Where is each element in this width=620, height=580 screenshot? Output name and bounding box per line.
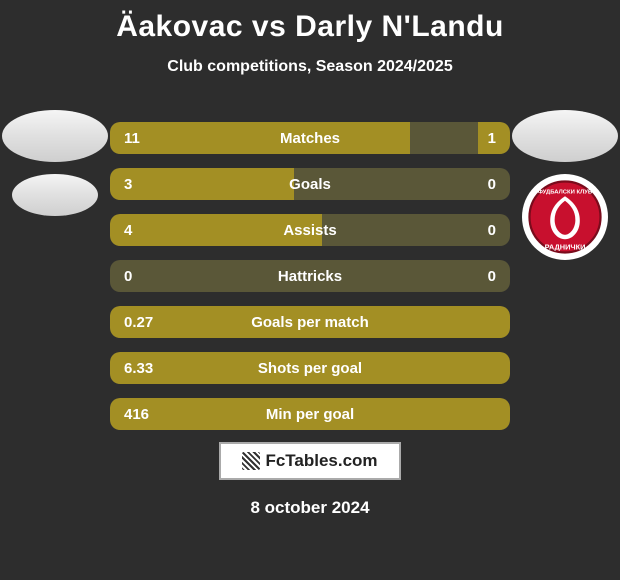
stat-label: Shots per goal <box>258 360 362 377</box>
radnicki-badge-icon: ФУДБАЛСКИ КЛУБ РАДНИЧКИ <box>528 180 602 254</box>
brand-text: FcTables.com <box>265 451 377 471</box>
stat-value-right: 0 <box>488 268 496 285</box>
player-left-team-oval <box>12 174 98 216</box>
stat-value-left: 4 <box>124 222 132 239</box>
chart-icon <box>242 452 260 470</box>
stat-label: Goals per match <box>251 314 369 331</box>
stat-row: 6.33 Shots per goal <box>110 352 510 384</box>
brand-logo-box: FcTables.com <box>219 442 401 480</box>
stat-value-left: 416 <box>124 406 149 423</box>
stat-label: Min per goal <box>266 406 354 423</box>
stat-value-left: 0.27 <box>124 314 153 331</box>
stat-value-left: 6.33 <box>124 360 153 377</box>
stats-rows: 111Matches30Goals40Assists00Hattricks0.2… <box>110 122 510 430</box>
player-right-avatar <box>512 110 618 162</box>
player-right-column: ФУДБАЛСКИ КЛУБ РАДНИЧКИ <box>510 110 620 260</box>
stat-value-right: 0 <box>488 176 496 193</box>
stat-label: Hattricks <box>278 268 342 285</box>
stat-bar-left <box>110 168 294 200</box>
stat-row: 4 0 Assists <box>110 214 510 246</box>
stat-label: Matches <box>280 130 340 147</box>
stat-row: 0.27 Goals per match <box>110 306 510 338</box>
svg-text:РАДНИЧКИ: РАДНИЧКИ <box>545 243 586 252</box>
stat-row: 111Matches <box>110 122 510 154</box>
player-left-column <box>0 110 110 216</box>
svg-text:ФУДБАЛСКИ КЛУБ: ФУДБАЛСКИ КЛУБ <box>538 189 593 195</box>
stat-bar-left <box>110 122 410 154</box>
date-label: 8 october 2024 <box>250 498 369 518</box>
subtitle: Club competitions, Season 2024/2025 <box>0 58 620 76</box>
stat-row: 0 0 Hattricks <box>110 260 510 292</box>
stat-value-left: 3 <box>124 176 132 193</box>
page-title: Äakovac vs Darly N'Landu <box>0 0 620 44</box>
stat-value-left: 0 <box>124 268 132 285</box>
stat-row: 3 0 Goals <box>110 168 510 200</box>
stat-value-right: 1 <box>488 130 496 147</box>
player-right-club-badge: ФУДБАЛСКИ КЛУБ РАДНИЧКИ <box>522 174 608 260</box>
stat-row: 416 Min per goal <box>110 398 510 430</box>
player-left-avatar <box>2 110 108 162</box>
stat-label: Goals <box>289 176 331 193</box>
stat-value-left: 11 <box>124 130 140 147</box>
stat-label: Assists <box>283 222 336 239</box>
stat-value-right: 0 <box>488 222 496 239</box>
